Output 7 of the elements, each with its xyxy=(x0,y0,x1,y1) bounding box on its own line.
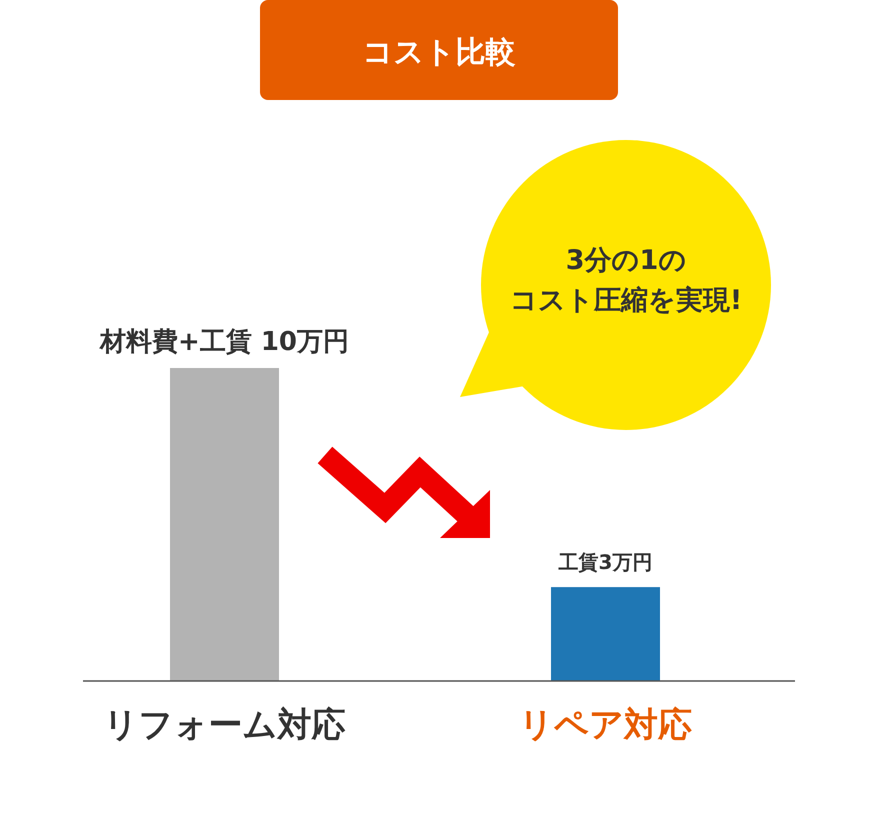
chart-title: コスト比較 xyxy=(362,35,516,70)
data-label: 工賃3万円 xyxy=(558,550,652,574)
x-tick-label: リペア対応 xyxy=(519,705,692,745)
data-label: 材料費+工賃 10万円 xyxy=(98,327,350,357)
text: 3分の1の xyxy=(566,245,686,276)
x-tick-label: リフォーム対応 xyxy=(104,705,346,745)
text: コスト圧縮を実現! xyxy=(510,285,742,316)
